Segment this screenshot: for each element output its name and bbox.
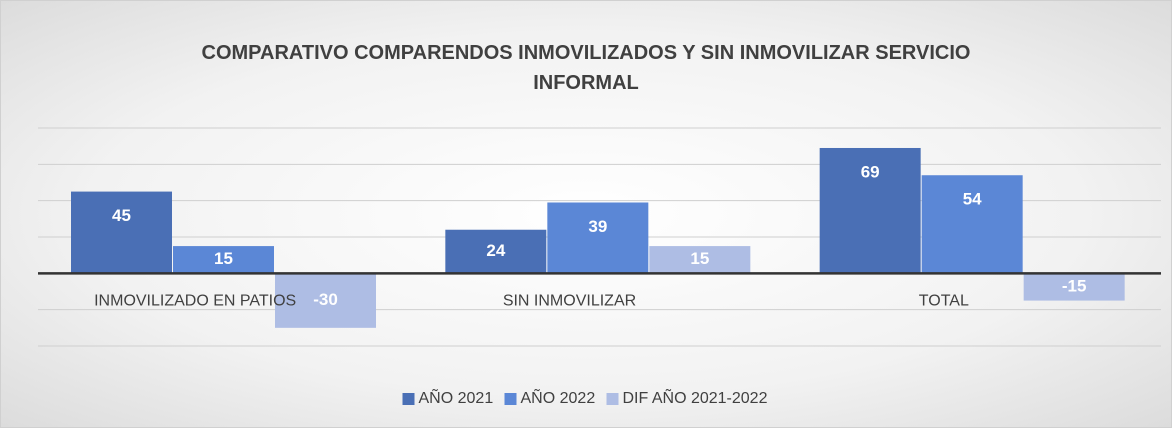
bar (921, 175, 1023, 274)
bar (71, 191, 172, 274)
data-label: -15 (1062, 276, 1087, 295)
legend-label: DIF AÑO 2021-2022 (623, 387, 768, 407)
legend-swatch (504, 393, 517, 405)
bar (547, 202, 649, 274)
data-label: 15 (214, 249, 233, 268)
bar (445, 229, 547, 274)
data-label: 15 (690, 249, 709, 268)
legend-label: AÑO 2022 (521, 387, 596, 407)
data-label: 54 (963, 190, 982, 209)
data-label: -30 (313, 290, 338, 309)
x-tick-label: INMOVILIZADO EN PATIOS (94, 293, 296, 310)
bar (173, 246, 274, 274)
x-tick-label: SIN INMOVILIZAR (503, 293, 636, 310)
bar (275, 273, 376, 328)
bar (649, 246, 751, 274)
legend-swatch (402, 393, 415, 405)
bar (819, 147, 921, 274)
chart-title: COMPARATIVO COMPARENDOS INMOVILIZADOS Y … (201, 42, 971, 94)
data-label: 69 (861, 162, 880, 181)
legend-label: AÑO 2021 (419, 387, 494, 407)
bar (1023, 273, 1125, 301)
data-label: 24 (486, 241, 505, 260)
data-label: 39 (588, 217, 607, 236)
legend-swatch (606, 393, 619, 405)
data-label: 45 (112, 206, 131, 225)
x-tick-label: TOTAL (919, 293, 969, 310)
